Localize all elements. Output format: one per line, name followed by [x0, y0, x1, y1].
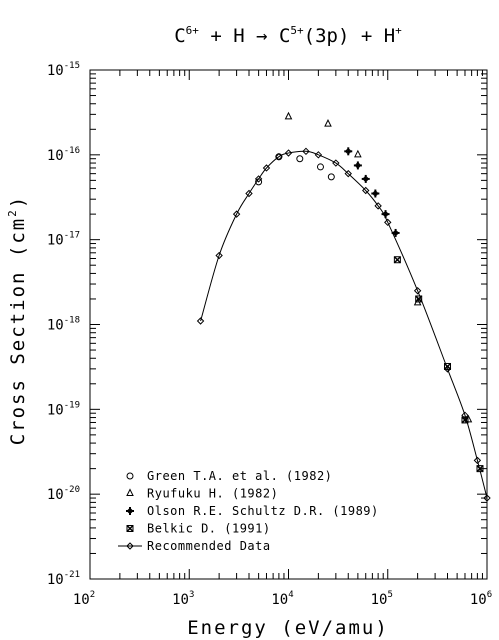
x-tick-label: 105 [371, 590, 393, 608]
data-point-diamond [284, 149, 293, 157]
legend-label: Green T.A. et al. (1982) [147, 469, 332, 483]
legend-marker-circle [126, 472, 134, 480]
data-point-circle [327, 173, 335, 181]
x-tick-label: 102 [73, 590, 95, 608]
y-axis-label: Cross Section (cm2) [6, 195, 29, 446]
data-point-plus [391, 228, 400, 237]
x-tick-label: 104 [271, 590, 293, 608]
plot-frame [89, 69, 488, 580]
legend: Green T.A. et al. (1982) Ryufuku H. (1982… [118, 469, 379, 553]
data-point-diamond [384, 218, 392, 227]
legend-marker-diamond [126, 542, 134, 550]
legend-label: Olson R.E. Schultz D.R. (1989) [147, 504, 379, 518]
legend-marker-cross [126, 524, 134, 533]
x-tick-label: 103 [172, 590, 194, 608]
y-tick-label: 10-20 [47, 485, 80, 503]
data-point-diamond [302, 147, 310, 156]
data-point-diamond [332, 159, 340, 167]
chart-title-text: C6+​ + H → C5+​(3p) + H+​ [174, 24, 402, 47]
data-point-circle [316, 163, 324, 171]
data-point-diamond [461, 411, 469, 420]
y-tick-label: 10-17 [47, 231, 80, 249]
y-tick-label: 10-16 [47, 146, 80, 164]
data-point-plus [361, 174, 370, 183]
data-point-diamond [196, 317, 205, 325]
data-points-layer [196, 111, 491, 502]
data-point-diamond [483, 494, 491, 502]
data-point-cross [476, 465, 484, 473]
legend-label: Belkic D. (1991) [147, 522, 271, 536]
data-point-triangle [324, 119, 332, 127]
data-point-diamond [344, 169, 352, 178]
legend-marker-triangle [126, 488, 134, 496]
axis-ticks [90, 70, 487, 579]
x-tick-labels: 102 103 104 105 106 [73, 590, 492, 608]
legend-label: Recommended Data [147, 539, 271, 553]
chart-title: C6+​ + H → C5+​(3p) + H+​ [174, 24, 402, 47]
data-point-plus [371, 189, 380, 198]
y-tick-label: 10-21 [47, 570, 80, 588]
data-point-diamond [473, 456, 482, 465]
data-point-cross [415, 295, 423, 303]
data-point-diamond [275, 153, 283, 161]
data-point-diamond [254, 175, 263, 183]
data-point-diamond [232, 210, 241, 218]
data-point-diamond [215, 251, 223, 260]
data-point-plus [344, 147, 353, 156]
data-point-circle [255, 178, 263, 186]
data-point-diamond [413, 287, 422, 295]
recommended-curve-layer [200, 150, 488, 499]
data-point-circle [296, 155, 304, 163]
y-tick-labels: 10-15 10-16 10-17 10-18 10-19 10-20 10-21 [47, 61, 80, 588]
data-point-triangle [354, 149, 362, 158]
y-tick-label: 10-15 [47, 61, 80, 79]
data-point-diamond [443, 365, 452, 373]
data-point-plus [353, 161, 362, 170]
x-tick-label: 106 [470, 590, 492, 608]
data-point-diamond [374, 202, 382, 210]
data-point-diamond [362, 186, 370, 195]
data-point-cross [461, 416, 469, 424]
data-point-diamond [245, 189, 253, 198]
legend-marker-plus [126, 507, 134, 515]
data-point-diamond [314, 151, 323, 159]
x-axis-label: Energy (eV/amu) [187, 617, 389, 639]
data-point-diamond [262, 164, 271, 172]
recommended-curve [200, 150, 488, 499]
legend-label: Ryufuku H. (1982) [147, 487, 278, 501]
y-tick-label: 10-18 [47, 316, 80, 334]
data-point-triangle [284, 111, 293, 120]
y-tick-label: 10-19 [47, 400, 80, 418]
data-point-cross [393, 256, 401, 264]
data-point-plus [381, 210, 390, 219]
